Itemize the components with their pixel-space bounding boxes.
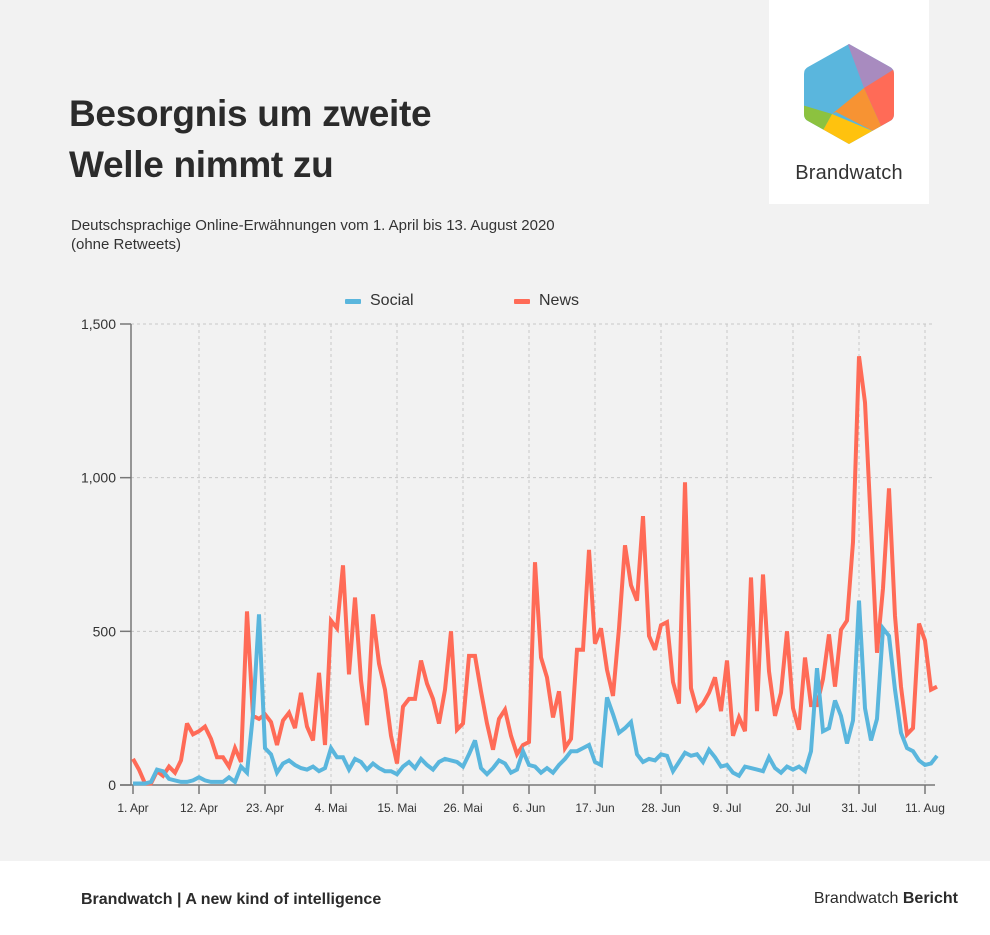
subtitle-line-1: Deutschsprachige Online-Erwähnungen vom …	[71, 217, 555, 234]
legend-label-social: Social	[370, 292, 414, 309]
logo-wordmark: Brandwatch	[795, 162, 903, 184]
page-footer: Brandwatch | A new kind of intelligence …	[0, 861, 990, 935]
y-tick-label: 1,500	[81, 316, 116, 332]
chart-tick-labels: 0 500 1,000 1,500 1. Apr 12. Apr 23. Apr 4. Mai…	[81, 316, 945, 815]
x-tick-label: 9. Jul	[713, 801, 742, 815]
x-tick-label: 11. Aug	[905, 801, 945, 815]
legend-label-news: News	[539, 292, 580, 309]
x-tick-label: 6. Jun	[513, 801, 546, 815]
y-tick-label: 1,000	[81, 470, 116, 486]
x-tick-label: 26. Mai	[443, 801, 482, 815]
x-tick-label: 17. Jun	[575, 801, 614, 815]
line-chart: 0 500 1,000 1,500 1. Apr 12. Apr 23. Apr 4. Mai…	[81, 316, 945, 815]
chart-axes	[120, 323, 935, 794]
y-tick-label: 0	[108, 777, 116, 793]
x-tick-label: 15. Mai	[377, 801, 416, 815]
x-tick-label: 31. Jul	[841, 801, 876, 815]
title-line-1: Besorgnis um zweite	[69, 93, 432, 134]
footer-report-label: Brandwatch Bericht	[814, 890, 958, 908]
legend-swatch-social	[345, 298, 361, 304]
x-tick-label: 23. Apr	[246, 801, 284, 815]
x-tick-label: 1. Apr	[117, 801, 148, 815]
footer-report-word: Bericht	[902, 890, 958, 907]
x-tick-label: 4. Mai	[315, 801, 348, 815]
chart-series	[131, 356, 939, 786]
series-line-social	[133, 600, 939, 786]
x-tick-label: 28. Jun	[641, 801, 680, 815]
y-tick-label: 500	[93, 623, 117, 639]
x-tick-label: 12. Apr	[180, 801, 218, 815]
page-title: Besorgnis um zweite Welle nimmt zu	[69, 88, 589, 190]
title-line-2: Welle nimmt zu	[69, 144, 334, 185]
brandwatch-hexagon-logo-icon	[804, 44, 894, 144]
chart-subtitle: Deutschsprachige Online-Erwähnungen vom …	[71, 216, 671, 254]
x-tick-label: 20. Jul	[775, 801, 810, 815]
legend-item-social[interactable]: Social	[345, 292, 414, 310]
brand-logo-card: Brandwatch	[769, 0, 929, 204]
logo-segment-purple	[847, 44, 894, 88]
legend-swatch-news	[514, 298, 530, 304]
series-line-news	[131, 356, 938, 786]
legend-item-news[interactable]: News	[514, 292, 579, 310]
footer-tagline: Brandwatch | A new kind of intelligence	[81, 891, 382, 908]
footer-brand: Brandwatch	[813, 890, 899, 907]
subtitle-line-2: (ohne Retweets)	[71, 236, 182, 253]
chart-legend: Social News	[0, 292, 990, 312]
